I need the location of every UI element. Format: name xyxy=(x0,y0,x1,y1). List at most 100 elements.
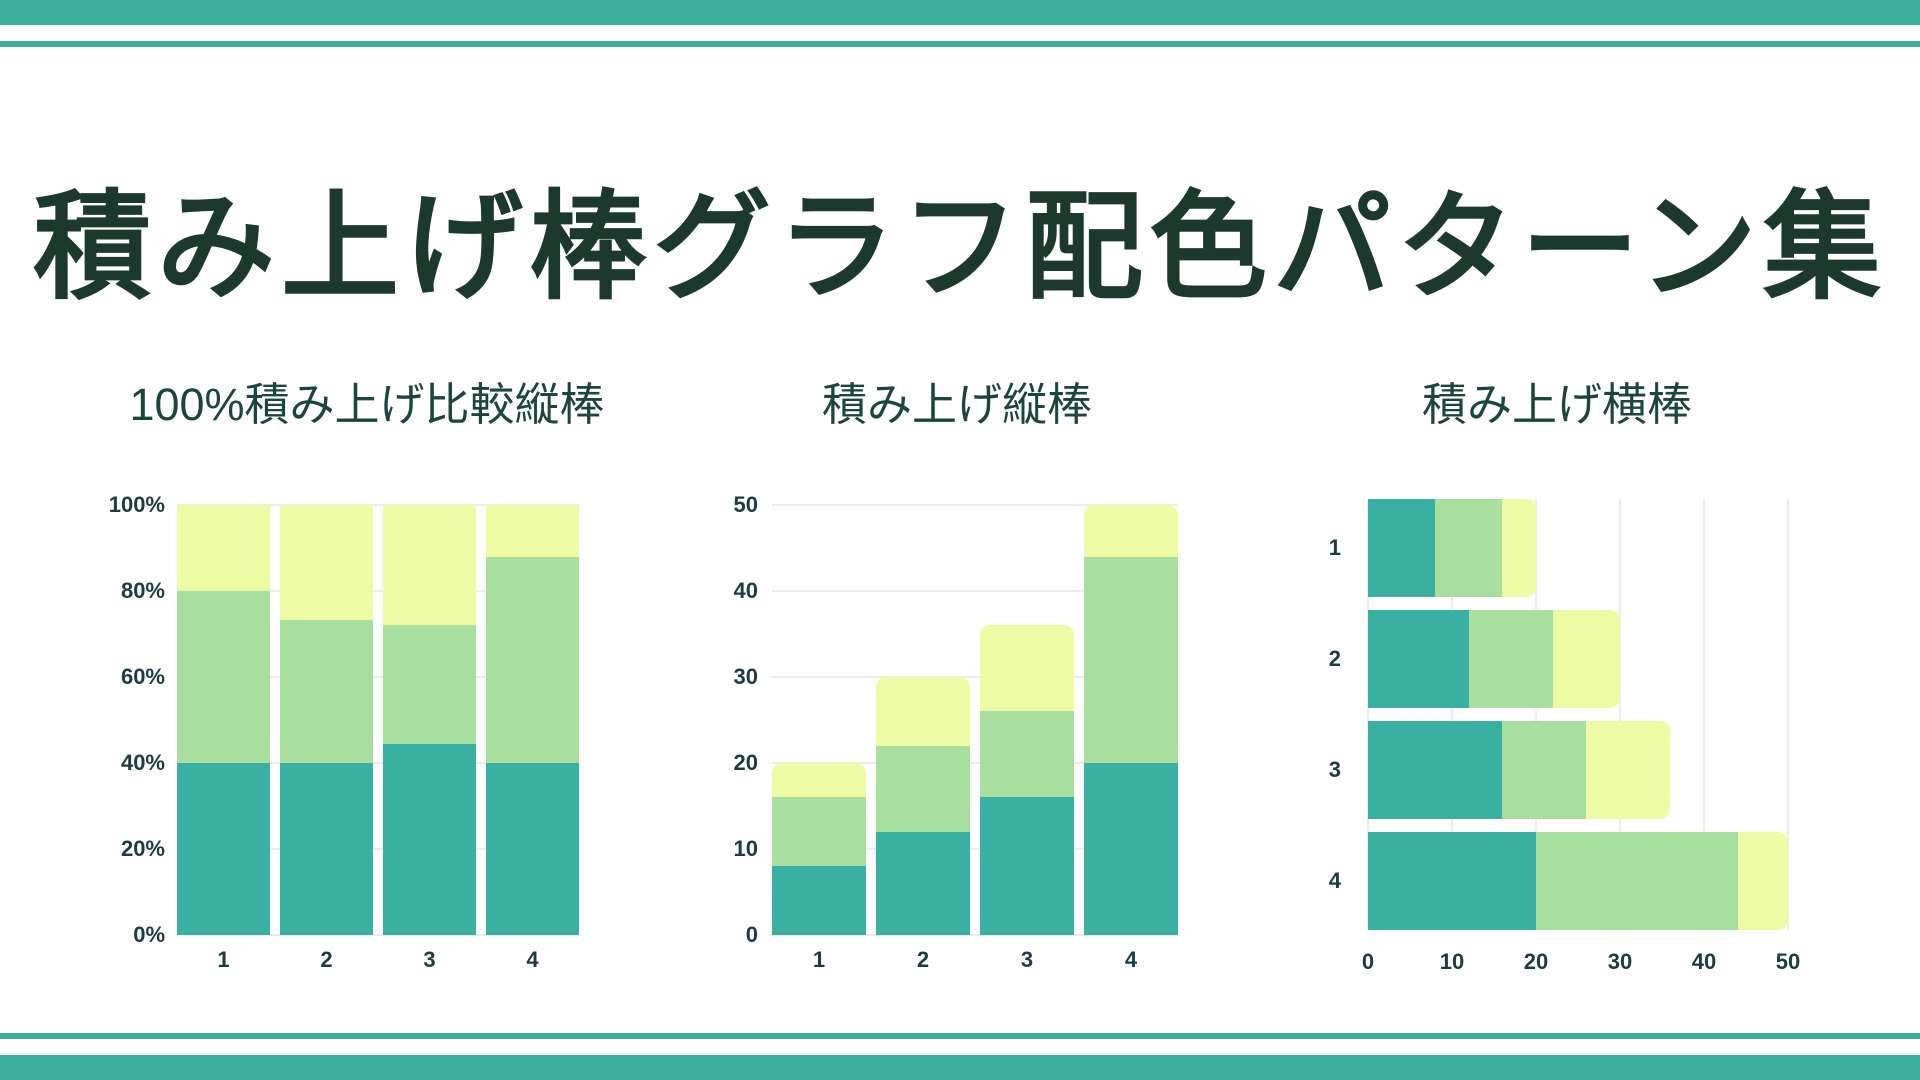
category-label: 3 xyxy=(1020,947,1034,972)
y-tick-label: 50 xyxy=(733,492,758,517)
stacked-bar xyxy=(177,505,270,935)
category-label: 4 xyxy=(1328,868,1341,893)
bar-segment-series-3 xyxy=(772,763,866,798)
bar-segment-series-2 xyxy=(1435,499,1503,597)
x-tick-label: 30 xyxy=(1607,949,1633,974)
y-tick-label: 80% xyxy=(120,578,165,603)
stacked-bar xyxy=(486,505,579,935)
category-label: 3 xyxy=(423,947,436,972)
bar-segment-series-2 xyxy=(876,745,970,832)
bar-segment-series-3 xyxy=(1084,505,1178,557)
top-border-line xyxy=(0,41,1920,47)
stacked-bar xyxy=(1084,505,1178,935)
bar-segment-series-2 xyxy=(280,619,373,763)
grid-line xyxy=(1451,499,1453,930)
grid-line xyxy=(1535,499,1537,930)
category-label: 2 xyxy=(320,947,333,972)
bar-segment-series-2 xyxy=(1502,721,1587,819)
y-tick-label: 20% xyxy=(120,836,165,861)
bar-segment-series-1 xyxy=(383,744,476,935)
grid-line xyxy=(177,676,579,678)
bar-segment-series-1 xyxy=(876,831,970,935)
x-tick-label: 40 xyxy=(1691,949,1717,974)
stacked-bar xyxy=(383,505,476,935)
x-tick-label: 20 xyxy=(1523,949,1549,974)
grid-line xyxy=(772,934,1178,936)
category-label: 2 xyxy=(916,947,930,972)
grid-line xyxy=(177,504,579,506)
stacked-bar xyxy=(280,505,373,935)
grid-line xyxy=(1703,499,1705,930)
stacked-bar xyxy=(980,505,1074,935)
bar-segment-series-3 xyxy=(1502,499,1536,597)
bar-segment-series-1 xyxy=(1084,763,1178,935)
grid-line xyxy=(772,504,1178,506)
chart2-x-axis-labels: 1 2 3 4 xyxy=(772,947,1178,973)
x-tick-label: 0 xyxy=(1361,949,1375,974)
bar-segment-series-3 xyxy=(383,505,476,625)
grid-line xyxy=(1367,499,1369,930)
chart3-x-axis-labels: 0 10 20 30 40 50 xyxy=(1362,949,1800,979)
bar-segment-series-3 xyxy=(876,677,970,746)
x-tick-label: 10 xyxy=(1439,949,1465,974)
bar-segment-series-1 xyxy=(980,797,1074,935)
bar-segment-series-2 xyxy=(383,624,476,745)
stacked-bar xyxy=(1368,832,1788,930)
grid-line xyxy=(177,762,579,764)
category-label: 1 xyxy=(1328,535,1341,560)
grid-line xyxy=(1787,499,1789,930)
bar-segment-series-2 xyxy=(1536,832,1738,930)
bar-segment-series-1 xyxy=(280,763,373,935)
chart3-category-labels: 1 2 3 4 xyxy=(1295,499,1355,930)
stacked-bar xyxy=(772,505,866,935)
bar-segment-series-1 xyxy=(486,763,579,935)
stacked-bar xyxy=(1368,610,1788,708)
stacked-bar xyxy=(876,505,970,935)
stacked-bar xyxy=(1368,721,1788,819)
bar-segment-series-3 xyxy=(177,505,270,591)
category-label: 4 xyxy=(1124,947,1138,972)
bar-segment-series-2 xyxy=(1084,556,1178,763)
bar-segment-series-3 xyxy=(486,505,579,557)
y-tick-label: 40 xyxy=(733,578,758,603)
grid-line xyxy=(177,934,579,936)
grid-line xyxy=(1619,499,1621,930)
y-tick-label: 0 xyxy=(745,922,758,947)
bar-segment-series-1 xyxy=(1368,499,1436,597)
chart1-y-axis-labels: 100% 80% 60% 40% 20% 0% xyxy=(85,492,165,947)
x-tick-label: 50 xyxy=(1775,949,1801,974)
page-title: 積み上げ棒グラフ配色パターン集 xyxy=(32,182,1888,315)
top-border-band xyxy=(0,0,1920,25)
bar-segment-series-2 xyxy=(980,711,1074,798)
bar-segment-series-1 xyxy=(177,763,270,935)
bar-segment-series-1 xyxy=(772,866,866,935)
y-tick-label: 30 xyxy=(733,664,758,689)
bar-segment-series-2 xyxy=(1468,610,1553,708)
chart2-title: 積み上げ縦棒 xyxy=(821,379,1092,430)
y-tick-label: 100% xyxy=(108,492,165,517)
category-label: 3 xyxy=(1328,757,1341,782)
bar-segment-series-3 xyxy=(280,505,373,620)
bottom-border-line xyxy=(0,1033,1920,1039)
bar-segment-series-1 xyxy=(1368,832,1536,930)
chart3-title: 積み上げ横棒 xyxy=(1421,379,1692,430)
category-label: 2 xyxy=(1328,646,1341,671)
grid-line xyxy=(772,848,1178,850)
bar-segment-series-3 xyxy=(1586,721,1671,819)
stacked-bar xyxy=(1368,499,1788,597)
bar-segment-series-1 xyxy=(1368,610,1469,708)
category-label: 1 xyxy=(217,947,230,972)
y-tick-label: 0% xyxy=(133,922,165,947)
chart1-title: 100%積み上げ比較縦棒 xyxy=(129,379,605,430)
y-tick-label: 20 xyxy=(733,750,758,775)
grid-line xyxy=(772,762,1178,764)
category-label: 1 xyxy=(812,947,826,972)
chart3-plot-area xyxy=(1367,499,1789,930)
bar-segment-series-3 xyxy=(1552,610,1620,708)
grid-line xyxy=(177,590,579,592)
bar-segment-series-2 xyxy=(177,591,270,763)
grid-line xyxy=(177,848,579,850)
bar-segment-series-3 xyxy=(1737,832,1788,930)
bar-segment-series-1 xyxy=(1368,721,1503,819)
